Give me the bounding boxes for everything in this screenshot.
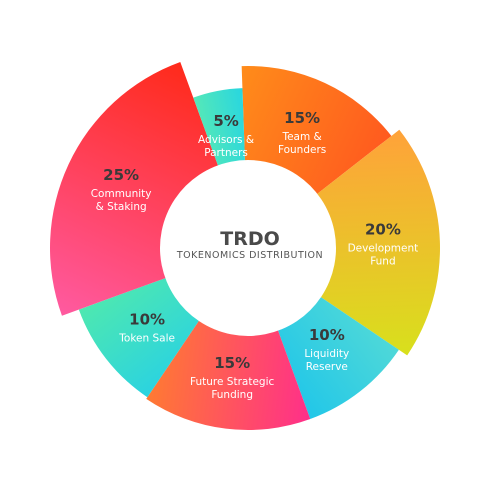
slice-6 [193, 88, 246, 169]
slice-3 [146, 318, 311, 430]
slice-label-5-line-0: Community [91, 188, 152, 200]
slice-2 [277, 295, 399, 420]
slice-label-3-line-1: Funding [211, 389, 253, 401]
slice-label-2-line-0: Liquidity [304, 348, 349, 360]
slice-percent-3: 15% [214, 354, 250, 372]
slice-label-5-line-1: & Staking [96, 201, 147, 213]
slice-label-1-line-0: Development [348, 242, 419, 254]
slice-percent-4: 10% [129, 310, 165, 328]
slice-percent-0: 15% [284, 109, 320, 127]
chart-title: TRDO [220, 228, 280, 250]
slice-label-0-line-1: Founders [278, 144, 326, 156]
slice-percent-6: 5% [213, 112, 238, 130]
slice-0 [241, 66, 392, 196]
slice-1 [314, 129, 441, 356]
slice-label-0-line-0: Team & [281, 131, 321, 143]
slice-label-6-line-0: Advisors & [198, 134, 254, 146]
slice-label-4-line-0: Token Sale [118, 332, 175, 344]
slice-percent-1: 20% [365, 220, 401, 238]
chart-subtitle: TOKENOMICS DISTRIBUTION [176, 250, 323, 261]
slice-label-1-line-1: Fund [370, 255, 395, 267]
slice-percent-5: 25% [103, 166, 139, 184]
slice-label-2-line-1: Reserve [306, 361, 348, 373]
donut-slices [50, 61, 441, 430]
slice-5 [50, 61, 219, 316]
donut-hole [160, 160, 336, 336]
slice-label-3-line-0: Future Strategic [190, 376, 274, 388]
slice-4 [78, 277, 201, 398]
slice-label-6-line-1: Partners [204, 147, 248, 159]
slice-percent-2: 10% [309, 326, 345, 344]
